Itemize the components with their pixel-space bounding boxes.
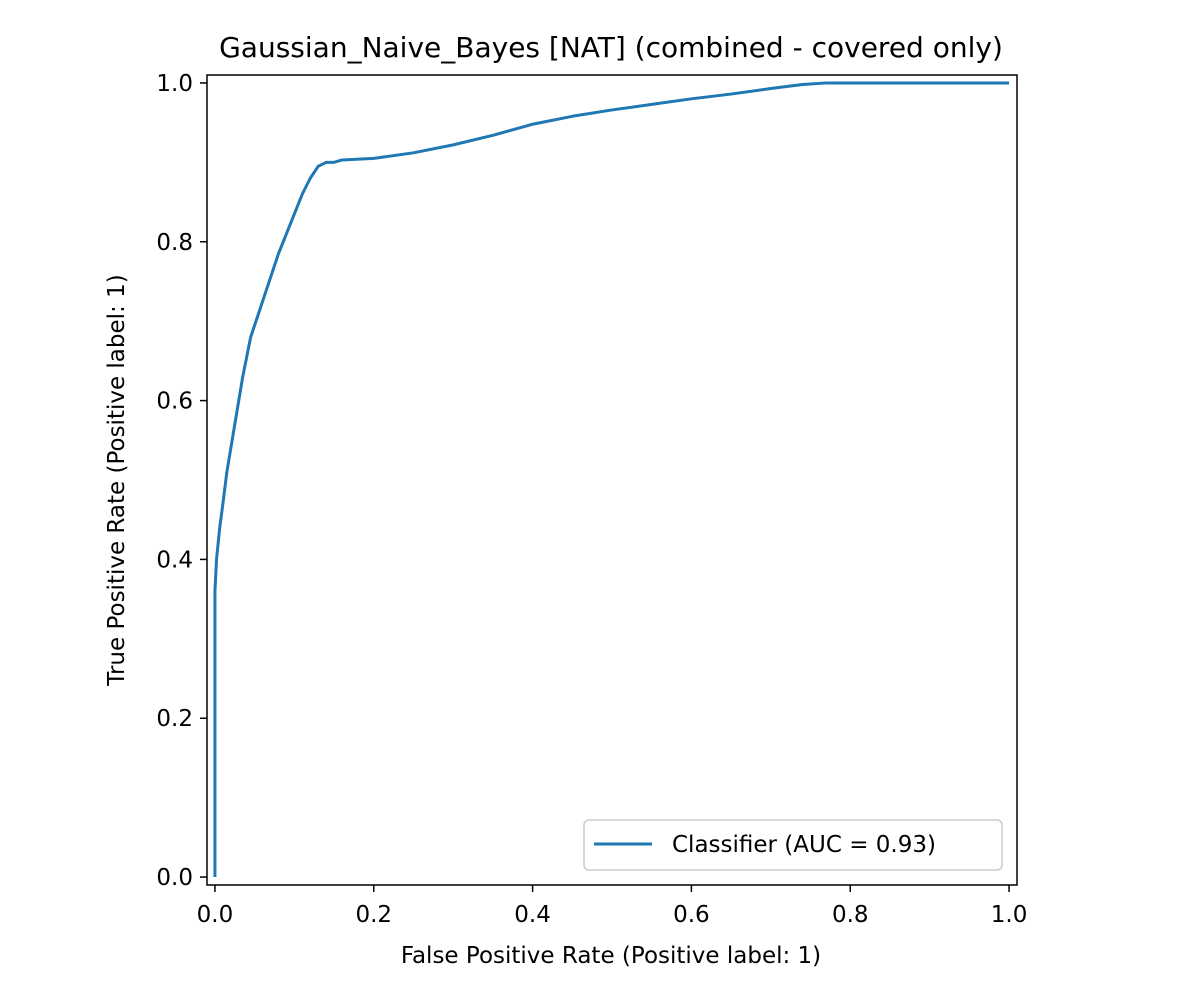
x-tick-label: 0.2 bbox=[355, 902, 392, 928]
plot-area bbox=[206, 74, 1018, 886]
legend-box bbox=[583, 819, 1003, 871]
series-layer bbox=[213, 81, 1010, 878]
x-axis: 0.0 0.2 0.4 0.6 0.8 1.0 bbox=[197, 885, 1028, 928]
legend: Classifier (AUC = 0.93) bbox=[583, 819, 1003, 871]
y-axis: 0.0 0.2 0.4 0.6 0.8 1.0 bbox=[156, 71, 207, 891]
plot-background bbox=[207, 75, 1017, 885]
x-tick-label: 0.6 bbox=[673, 902, 710, 928]
y-tick-label: 1.0 bbox=[156, 71, 193, 97]
x-tick-label: 0.0 bbox=[197, 902, 234, 928]
y-tick-label: 0.6 bbox=[156, 389, 193, 415]
x-axis-label: False Positive Rate (Positive label: 1) bbox=[401, 943, 821, 969]
x-tick-label: 0.8 bbox=[832, 902, 869, 928]
y-tick-label: 0.4 bbox=[156, 547, 193, 573]
roc-curve-line bbox=[213, 81, 1010, 878]
x-tick-label: 0.4 bbox=[514, 902, 551, 928]
x-tick-label: 1.0 bbox=[991, 902, 1028, 928]
legend-label: Classifier (AUC = 0.93) bbox=[672, 832, 936, 858]
plot-frame bbox=[206, 74, 1018, 886]
chart-title: Gaussian_Naive_Bayes [NAT] (combined - c… bbox=[219, 31, 1003, 64]
y-tick-label: 0.8 bbox=[156, 230, 193, 256]
y-axis-label: True Positive Rate (Positive label: 1) bbox=[104, 274, 130, 686]
y-tick-label: 0.2 bbox=[156, 706, 193, 732]
y-tick-label: 0.0 bbox=[156, 865, 193, 891]
